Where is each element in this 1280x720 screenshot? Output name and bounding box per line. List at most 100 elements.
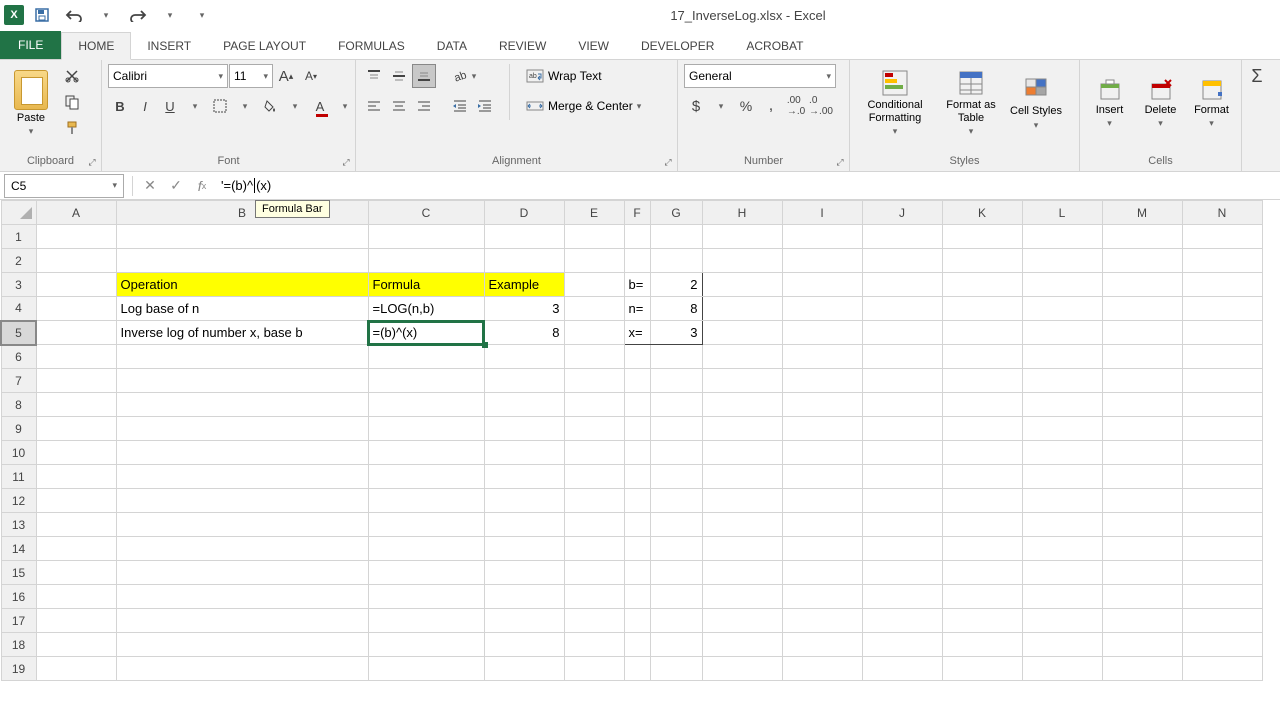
cell-C15[interactable] <box>368 561 484 585</box>
cell-A18[interactable] <box>36 633 116 657</box>
row-header-2[interactable]: 2 <box>1 249 36 273</box>
cell-D10[interactable] <box>484 441 564 465</box>
column-header-B[interactable]: B <box>116 201 368 225</box>
cell-M5[interactable] <box>1102 321 1182 345</box>
cell-L9[interactable] <box>1022 417 1102 441</box>
cell-E14[interactable] <box>564 537 624 561</box>
cell-B14[interactable] <box>116 537 368 561</box>
cell-A17[interactable] <box>36 609 116 633</box>
cell-H14[interactable] <box>702 537 782 561</box>
column-header-M[interactable]: M <box>1102 201 1182 225</box>
cell-E1[interactable] <box>564 225 624 249</box>
cell-L1[interactable] <box>1022 225 1102 249</box>
accounting-dropdown[interactable]: ▾ <box>709 94 733 118</box>
cell-E19[interactable] <box>564 657 624 681</box>
underline-dropdown[interactable]: ▾ <box>183 94 207 118</box>
copy-button[interactable] <box>60 90 84 114</box>
cell-K2[interactable] <box>942 249 1022 273</box>
cell-I9[interactable] <box>782 417 862 441</box>
cell-I13[interactable] <box>782 513 862 537</box>
cell-C9[interactable] <box>368 417 484 441</box>
cell-G9[interactable] <box>650 417 702 441</box>
cell-B19[interactable] <box>116 657 368 681</box>
cell-C14[interactable] <box>368 537 484 561</box>
align-middle-button[interactable] <box>387 64 411 88</box>
cell-D4[interactable]: 3 <box>484 297 564 321</box>
increase-indent-button[interactable] <box>473 94 497 118</box>
clipboard-launcher[interactable]: ⤢ <box>85 155 99 169</box>
cell-M12[interactable] <box>1102 489 1182 513</box>
cell-E10[interactable] <box>564 441 624 465</box>
cell-K14[interactable] <box>942 537 1022 561</box>
cell-A5[interactable] <box>36 321 116 345</box>
cell-L18[interactable] <box>1022 633 1102 657</box>
cell-B12[interactable] <box>116 489 368 513</box>
cell-M2[interactable] <box>1102 249 1182 273</box>
cell-H12[interactable] <box>702 489 782 513</box>
cell-B5[interactable]: Inverse log of number x, base b <box>116 321 368 345</box>
cell-M15[interactable] <box>1102 561 1182 585</box>
cell-C16[interactable] <box>368 585 484 609</box>
cell-D12[interactable] <box>484 489 564 513</box>
cell-I6[interactable] <box>782 345 862 369</box>
cell-E2[interactable] <box>564 249 624 273</box>
cell-K18[interactable] <box>942 633 1022 657</box>
cell-J9[interactable] <box>862 417 942 441</box>
cell-K5[interactable] <box>942 321 1022 345</box>
cell-N16[interactable] <box>1182 585 1262 609</box>
column-header-K[interactable]: K <box>942 201 1022 225</box>
cell-H5[interactable] <box>702 321 782 345</box>
borders-button[interactable] <box>208 94 232 118</box>
insert-cells-button[interactable]: Insert▾ <box>1086 64 1133 142</box>
redo-button[interactable] <box>124 2 152 28</box>
cell-A1[interactable] <box>36 225 116 249</box>
font-size-select[interactable]: 11▾ <box>229 64 273 88</box>
row-header-17[interactable]: 17 <box>1 609 36 633</box>
cell-C2[interactable] <box>368 249 484 273</box>
cell-G10[interactable] <box>650 441 702 465</box>
qat-customize[interactable]: ▾ <box>188 2 216 28</box>
cell-M13[interactable] <box>1102 513 1182 537</box>
cell-D19[interactable] <box>484 657 564 681</box>
formula-input[interactable]: '=(b)^(x) Formula Bar <box>215 174 1280 198</box>
cell-D3[interactable]: Example <box>484 273 564 297</box>
cell-N13[interactable] <box>1182 513 1262 537</box>
cell-N8[interactable] <box>1182 393 1262 417</box>
row-header-13[interactable]: 13 <box>1 513 36 537</box>
accounting-format-button[interactable]: $ <box>684 94 708 118</box>
cell-J6[interactable] <box>862 345 942 369</box>
cell-L11[interactable] <box>1022 465 1102 489</box>
format-painter-button[interactable] <box>60 116 84 140</box>
cell-I10[interactable] <box>782 441 862 465</box>
cell-F13[interactable] <box>624 513 650 537</box>
cell-M19[interactable] <box>1102 657 1182 681</box>
cell-G18[interactable] <box>650 633 702 657</box>
cell-L8[interactable] <box>1022 393 1102 417</box>
cell-H17[interactable] <box>702 609 782 633</box>
row-header-15[interactable]: 15 <box>1 561 36 585</box>
cell-N10[interactable] <box>1182 441 1262 465</box>
cell-A8[interactable] <box>36 393 116 417</box>
cell-C11[interactable] <box>368 465 484 489</box>
cell-A3[interactable] <box>36 273 116 297</box>
cell-G16[interactable] <box>650 585 702 609</box>
cell-B6[interactable] <box>116 345 368 369</box>
cell-J15[interactable] <box>862 561 942 585</box>
row-header-6[interactable]: 6 <box>1 345 36 369</box>
column-header-F[interactable]: F <box>624 201 650 225</box>
cell-J17[interactable] <box>862 609 942 633</box>
increase-decimal-button[interactable]: .00→.0 <box>784 94 808 118</box>
cell-I14[interactable] <box>782 537 862 561</box>
cell-F18[interactable] <box>624 633 650 657</box>
cell-K13[interactable] <box>942 513 1022 537</box>
cell-H15[interactable] <box>702 561 782 585</box>
cell-M9[interactable] <box>1102 417 1182 441</box>
undo-button[interactable] <box>60 2 88 28</box>
font-color-dropdown[interactable]: ▾ <box>333 94 357 118</box>
conditional-formatting-button[interactable]: Conditional Formatting▾ <box>856 64 934 142</box>
cell-A13[interactable] <box>36 513 116 537</box>
tab-review[interactable]: REVIEW <box>483 33 562 59</box>
cell-K19[interactable] <box>942 657 1022 681</box>
cell-A6[interactable] <box>36 345 116 369</box>
cell-M3[interactable] <box>1102 273 1182 297</box>
